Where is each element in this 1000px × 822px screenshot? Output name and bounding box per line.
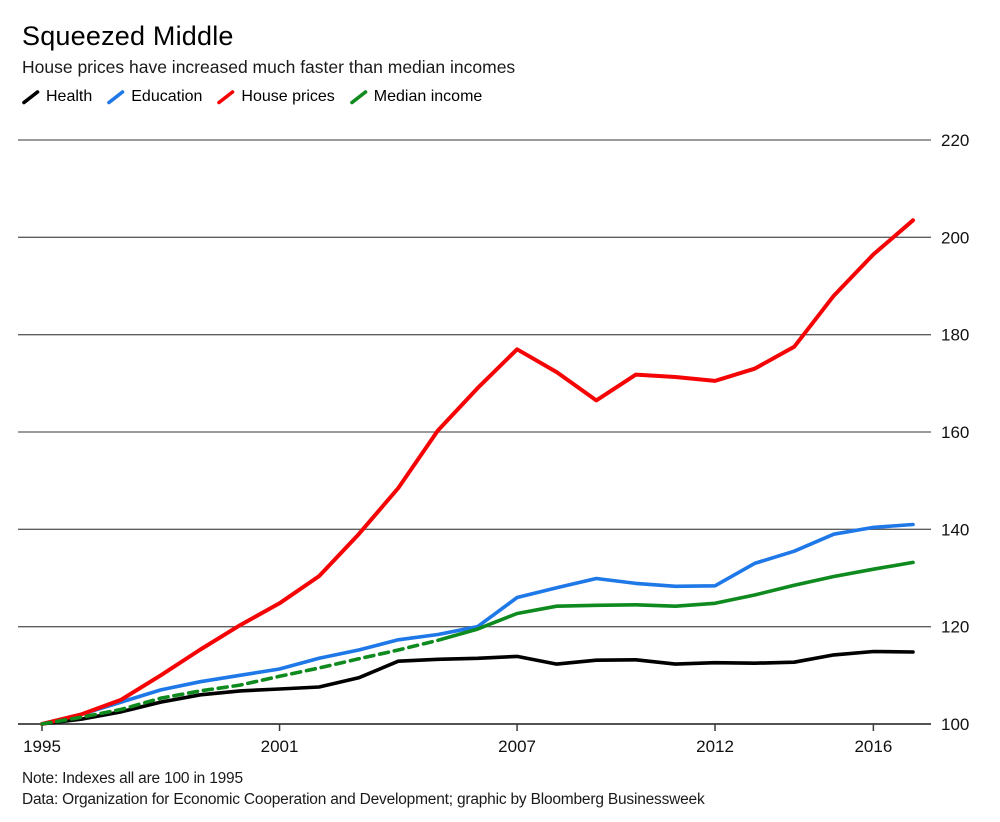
- chart-note: Note: Indexes all are 100 in 1995: [22, 770, 243, 787]
- chart-canvas: 100 120 140 160 180 200 220 1995 2001 2007 2012 201…: [18, 131, 969, 756]
- legend-label-median-income: Median income: [373, 88, 483, 105]
- y-axis-label-220: 220: [941, 131, 969, 150]
- x-axis-label-1995: 1995: [23, 737, 61, 756]
- legend-item-health: Health: [21, 88, 92, 106]
- line-median-income-dashed: [40, 638, 440, 726]
- legend-item-median-income: Median income: [349, 88, 483, 106]
- y-axis-label-160: 160: [941, 423, 969, 442]
- y-axis-label-200: 200: [941, 228, 969, 247]
- line-swatch-icon: [107, 89, 125, 104]
- line-swatch-icon: [22, 89, 40, 104]
- legend-item-house-prices: House prices: [216, 88, 335, 106]
- x-axis-label-2007: 2007: [498, 737, 536, 756]
- x-axis-label-2012: 2012: [696, 737, 734, 756]
- line-health: [40, 649, 915, 726]
- line-swatch-icon: [217, 89, 235, 104]
- legend-label-health: Health: [46, 88, 93, 105]
- line-median-income: [436, 560, 915, 643]
- chart-source: Data: Organization for Economic Cooperat…: [22, 791, 705, 808]
- page-title: Squeezed Middle: [22, 21, 234, 51]
- line-swatch-icon: [349, 89, 368, 104]
- legend-label-education: Education: [131, 88, 203, 105]
- legend-label-house-prices: House prices: [241, 88, 335, 105]
- y-axis-label-120: 120: [941, 618, 969, 637]
- line-education: [40, 522, 915, 726]
- x-axis-label-2001: 2001: [261, 737, 299, 756]
- chart-legend: Health Education House prices Median inc…: [21, 88, 482, 106]
- x-axis-label-2016: 2016: [854, 737, 892, 756]
- legend-item-education: Education: [106, 88, 202, 106]
- chart-area: 100 120 140 160 180 200 220 1995 2001 2007 2012 201…: [0, 115, 1000, 765]
- y-axis-label-140: 140: [941, 520, 969, 539]
- y-axis-label-100: 100: [941, 715, 969, 734]
- page-subtitle: House prices have increased much faster …: [22, 57, 516, 77]
- line-house-prices: [40, 218, 915, 726]
- y-axis-label-180: 180: [941, 326, 969, 345]
